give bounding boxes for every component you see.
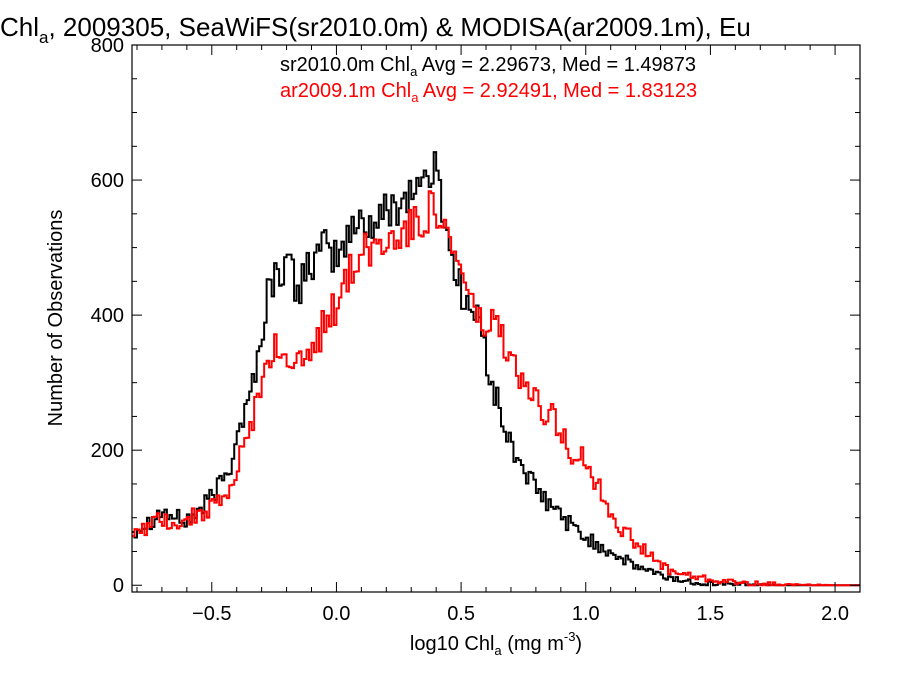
legend-entry-suffix: Avg = 2.92491, Med = 1.83123 [418,80,697,102]
legend-entry: ar2009.1m Chla Avg = 2.92491, Med = 1.83… [280,80,697,105]
legend-entry-prefix: ar2009.1m Chl [280,80,411,102]
x-axis: −0.5 0.0 0.5 1.0 1.5 2.0 [136,45,861,625]
plot-frame [131,44,861,593]
x-axis-label-prefix: log10 Chl [410,633,495,655]
y-tick-label: 800 [91,35,124,57]
x-axis-label: log10 Chla (mg m-3) [410,629,582,658]
series-layer [132,151,860,587]
chart-title: Chla, 2009305, SeaWiFS(sr2010.0m) & MODI… [0,12,751,47]
x-tick-label: 1.0 [572,603,600,625]
title-prefix: Chl [0,12,39,42]
x-tick-label: 0.5 [447,603,475,625]
y-tick-label: 200 [91,440,124,462]
legend-entry-prefix: sr2010.0m Chl [280,54,410,76]
x-tick-label: 1.5 [697,603,725,625]
x-axis-label-middle: (mg m [502,633,564,655]
title-rest: , 2009305, SeaWiFS(sr2010.0m) & MODISA(a… [48,12,750,42]
series-line-0 [132,151,860,587]
y-tick-label: 400 [91,305,124,327]
title-subscript: a [39,28,49,47]
legend-entry: sr2010.0m Chla Avg = 2.29673, Med = 1.49… [280,54,696,79]
legend-entry-suffix: Avg = 2.29673, Med = 1.49873 [417,54,696,76]
x-axis-label-suffix: ) [575,633,582,655]
y-tick-label: 0 [113,575,124,597]
x-tick-label: 2.0 [821,603,849,625]
y-axis: 0 200 400 600 800 [91,35,860,597]
legend: sr2010.0m Chla Avg = 2.29673, Med = 1.49… [280,54,697,105]
y-axis-label: Number of Observations [45,210,67,427]
y-tick-label: 600 [91,170,124,192]
legend-entry-subscript: a [411,90,419,105]
series-line-1 [132,190,860,587]
legend-entry-subscript: a [410,64,418,79]
x-tick-label: 0.0 [323,603,351,625]
x-axis-label-superscript: -3 [564,629,576,644]
x-axis-label-subscript: a [494,643,502,658]
x-tick-label: −0.5 [192,603,231,625]
